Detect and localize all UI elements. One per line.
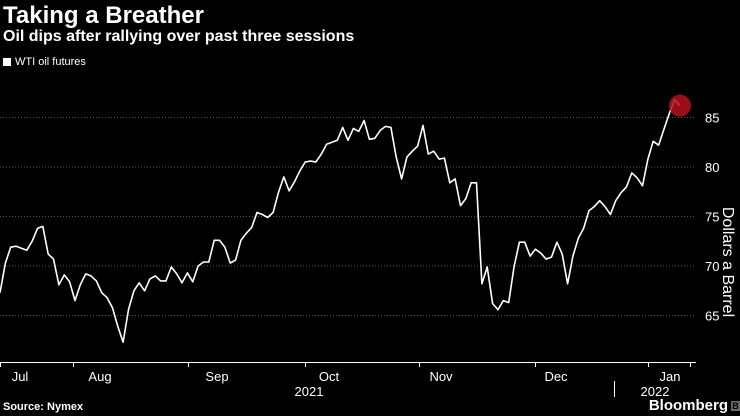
chart-subtitle: Oil dips after rallying over past three …	[3, 28, 355, 45]
grid-lines	[0, 117, 696, 316]
y-tick-label: 85	[705, 111, 719, 126]
bloomberg-badge-icon: B	[731, 401, 740, 411]
x-tick-label: Oct	[319, 369, 340, 384]
x-axis-ticks	[0, 362, 696, 397]
x-axis-tick-labels: Jul Aug Sep Oct Nov Dec Jan 2021 2022	[12, 369, 681, 399]
y-tick-label: 65	[705, 309, 719, 324]
legend-label: WTI oil futures	[15, 56, 86, 68]
x-tick-label: Sep	[205, 369, 228, 384]
series-group	[0, 98, 681, 344]
x-tick-label: Dec	[544, 369, 568, 384]
y-axis-label: Dollars a Barrel	[719, 207, 736, 317]
x-tick-label: Jan	[660, 369, 681, 384]
x-tick-label: Nov	[429, 369, 453, 384]
x-year-label: 2022	[641, 384, 670, 399]
chart-title: Taking a Breather	[3, 2, 204, 29]
y-tick-label: 80	[705, 160, 719, 175]
highlight-marker	[669, 94, 691, 117]
series-line-wti	[0, 98, 681, 344]
x-tick-label: Jul	[12, 369, 29, 384]
legend-swatch	[3, 58, 11, 66]
x-tick-label: Aug	[88, 369, 111, 384]
y-tick-label: 70	[705, 259, 719, 274]
y-axis-tick-labels: 65 70 75 80 85	[705, 111, 719, 324]
highlight-group	[669, 94, 691, 117]
x-year-label: 2021	[295, 384, 324, 399]
source-note: Source: Nymex	[3, 401, 84, 413]
bloomberg-logo: Bloomberg	[648, 397, 728, 414]
legend: WTI oil futures	[3, 56, 86, 68]
y-tick-label: 75	[705, 210, 719, 225]
